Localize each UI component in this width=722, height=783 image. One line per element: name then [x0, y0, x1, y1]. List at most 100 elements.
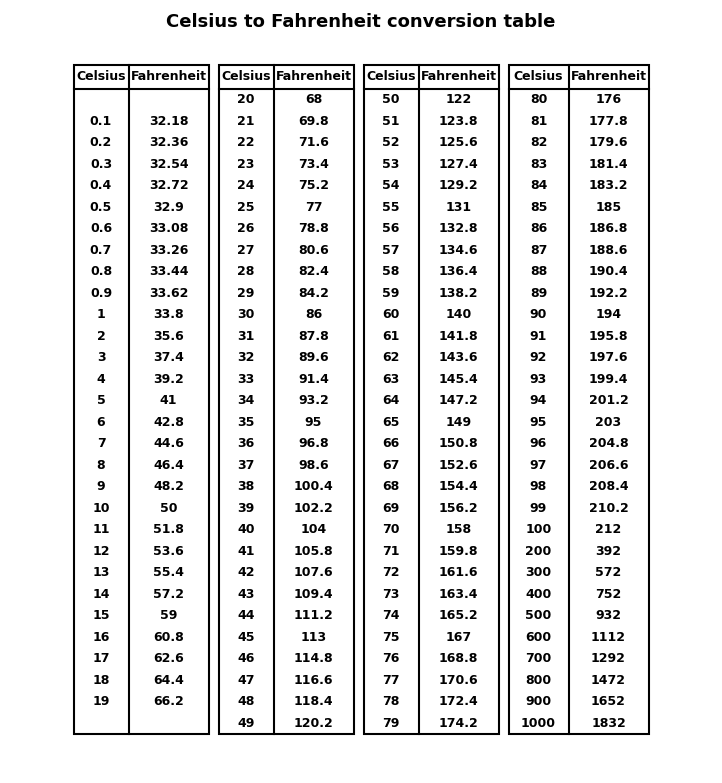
- Text: 136.4: 136.4: [439, 265, 478, 278]
- Text: 90: 90: [530, 309, 547, 321]
- Text: 159.8: 159.8: [439, 545, 478, 557]
- Text: 51: 51: [382, 115, 400, 128]
- Text: 33.44: 33.44: [149, 265, 188, 278]
- Text: 392: 392: [596, 545, 622, 557]
- Text: Celsius: Celsius: [77, 70, 126, 84]
- Text: 600: 600: [526, 631, 552, 644]
- Text: 0.3: 0.3: [90, 157, 112, 171]
- Text: 59: 59: [160, 609, 177, 622]
- Text: 44.6: 44.6: [153, 437, 184, 450]
- Text: 27: 27: [238, 244, 255, 257]
- Text: 1000: 1000: [521, 716, 556, 730]
- Text: 210.2: 210.2: [588, 502, 628, 514]
- Text: 118.4: 118.4: [294, 695, 334, 709]
- Text: 31: 31: [238, 330, 255, 343]
- Text: 208.4: 208.4: [588, 480, 628, 493]
- Text: 56: 56: [383, 222, 400, 235]
- Text: 204.8: 204.8: [588, 437, 628, 450]
- Text: 98: 98: [530, 480, 547, 493]
- Text: 84.2: 84.2: [298, 287, 329, 300]
- Text: Fahrenheit: Fahrenheit: [276, 70, 352, 84]
- Text: 49: 49: [238, 716, 255, 730]
- Text: 93.2: 93.2: [298, 395, 329, 407]
- Text: 200: 200: [526, 545, 552, 557]
- Text: 0.2: 0.2: [90, 136, 112, 150]
- Text: 58: 58: [383, 265, 400, 278]
- Text: 1472: 1472: [591, 673, 626, 687]
- Text: 10: 10: [92, 502, 110, 514]
- Text: 68: 68: [383, 480, 399, 493]
- Text: 66.2: 66.2: [153, 695, 184, 709]
- Text: 70: 70: [382, 523, 400, 536]
- Text: 37: 37: [238, 459, 255, 471]
- Text: 50: 50: [160, 502, 177, 514]
- Text: 203: 203: [596, 416, 622, 429]
- Text: 91.4: 91.4: [298, 373, 329, 386]
- Text: 161.6: 161.6: [439, 566, 478, 579]
- Text: 34: 34: [238, 395, 255, 407]
- Text: 15: 15: [92, 609, 110, 622]
- Text: 62.6: 62.6: [153, 652, 184, 666]
- Text: 132.8: 132.8: [439, 222, 478, 235]
- Text: 156.2: 156.2: [439, 502, 478, 514]
- Text: Celsius to Fahrenheit conversion table: Celsius to Fahrenheit conversion table: [166, 13, 556, 31]
- Text: 1112: 1112: [591, 631, 626, 644]
- Text: 13: 13: [92, 566, 110, 579]
- Text: 0.1: 0.1: [90, 115, 112, 128]
- Text: 60: 60: [383, 309, 400, 321]
- Text: 138.2: 138.2: [439, 287, 478, 300]
- Text: 149: 149: [445, 416, 471, 429]
- Text: Celsius: Celsius: [366, 70, 416, 84]
- Text: 181.4: 181.4: [588, 157, 628, 171]
- Text: 57: 57: [382, 244, 400, 257]
- Text: 147.2: 147.2: [439, 395, 479, 407]
- Text: 42: 42: [238, 566, 255, 579]
- Text: 48: 48: [238, 695, 255, 709]
- Text: 35.6: 35.6: [153, 330, 184, 343]
- Text: 82: 82: [530, 136, 547, 150]
- Text: 158: 158: [445, 523, 471, 536]
- Text: 94: 94: [530, 395, 547, 407]
- Text: 7: 7: [97, 437, 105, 450]
- Text: 40: 40: [238, 523, 255, 536]
- Text: 55.4: 55.4: [153, 566, 184, 579]
- Text: 0.9: 0.9: [90, 287, 112, 300]
- Text: 95: 95: [305, 416, 322, 429]
- Text: Celsius: Celsius: [514, 70, 563, 84]
- Text: 19: 19: [92, 695, 110, 709]
- Text: 36: 36: [238, 437, 255, 450]
- Text: 8: 8: [97, 459, 105, 471]
- Text: 39.2: 39.2: [153, 373, 184, 386]
- Text: 21: 21: [238, 115, 255, 128]
- Text: 185: 185: [596, 200, 622, 214]
- Text: 6: 6: [97, 416, 105, 429]
- Text: 190.4: 190.4: [588, 265, 628, 278]
- Text: 71: 71: [382, 545, 400, 557]
- Text: 77: 77: [382, 673, 400, 687]
- Text: 37.4: 37.4: [153, 352, 184, 364]
- Text: 87.8: 87.8: [298, 330, 329, 343]
- Text: 32.54: 32.54: [149, 157, 188, 171]
- Text: 55: 55: [382, 200, 400, 214]
- Text: 89: 89: [530, 287, 547, 300]
- Text: 61: 61: [383, 330, 400, 343]
- Text: 122: 122: [445, 93, 471, 106]
- Text: 30: 30: [238, 309, 255, 321]
- Text: 141.8: 141.8: [439, 330, 478, 343]
- Text: 179.6: 179.6: [588, 136, 628, 150]
- Bar: [363, 65, 498, 734]
- Text: 32.18: 32.18: [149, 115, 188, 128]
- Text: 87: 87: [530, 244, 547, 257]
- Text: 0.8: 0.8: [90, 265, 112, 278]
- Text: 0.6: 0.6: [90, 222, 112, 235]
- Text: 47: 47: [238, 673, 255, 687]
- Text: 154.4: 154.4: [439, 480, 479, 493]
- Text: 42.8: 42.8: [153, 416, 184, 429]
- Text: 0.5: 0.5: [90, 200, 112, 214]
- Text: 140: 140: [445, 309, 471, 321]
- Text: 5: 5: [97, 395, 105, 407]
- Text: 75.2: 75.2: [298, 179, 329, 193]
- Text: 932: 932: [596, 609, 622, 622]
- Text: 18: 18: [92, 673, 110, 687]
- Text: 39: 39: [238, 502, 255, 514]
